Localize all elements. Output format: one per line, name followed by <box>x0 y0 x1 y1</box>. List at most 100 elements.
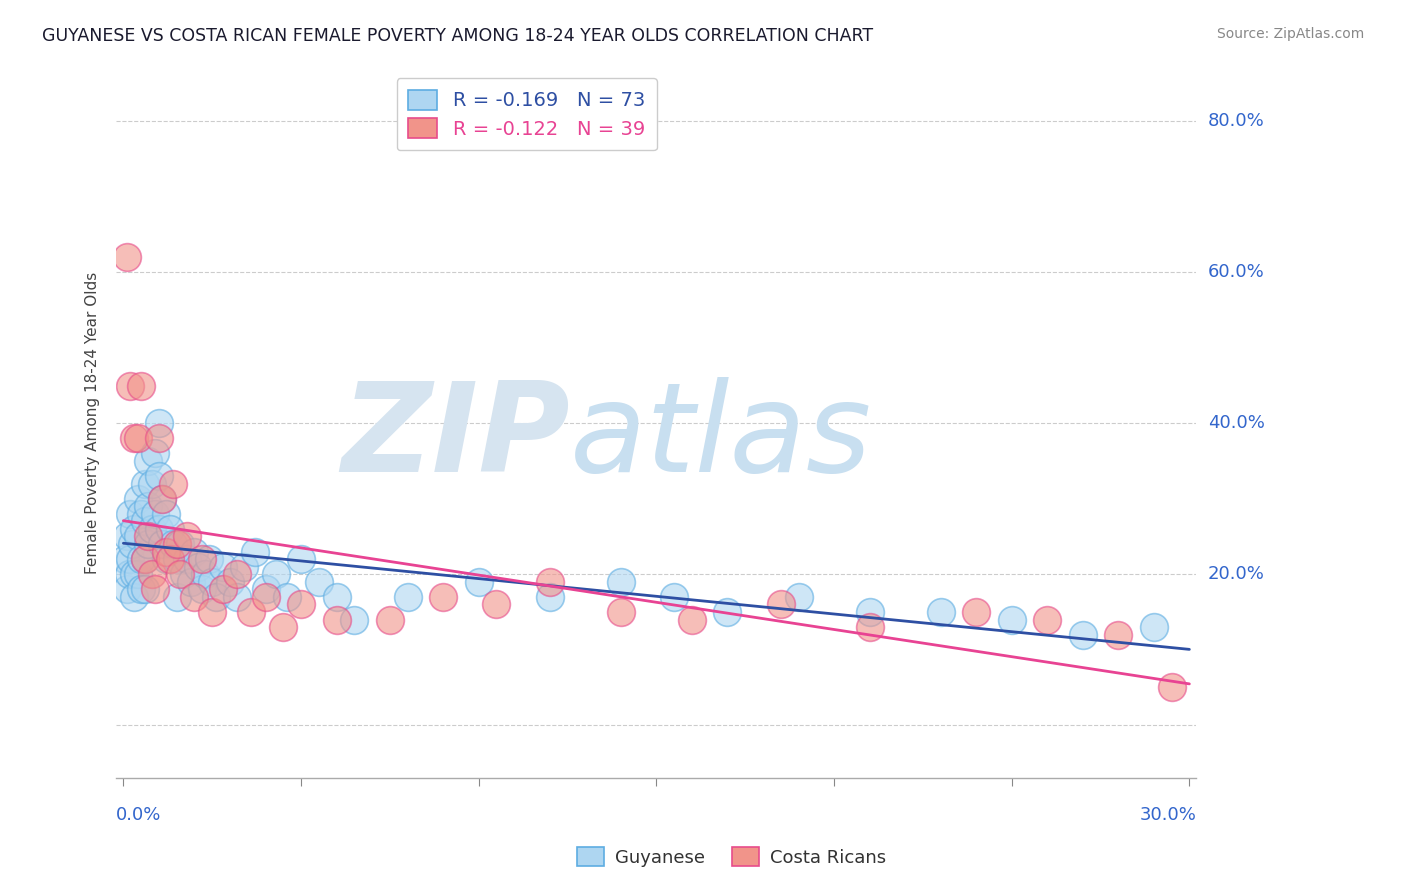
Guyanese <box>166 590 188 604</box>
Guyanese <box>538 590 561 604</box>
Costa Ricans <box>141 567 163 582</box>
Guyanese <box>308 574 330 589</box>
Guyanese <box>219 574 242 589</box>
Costa Ricans <box>183 590 205 604</box>
Guyanese <box>155 507 177 521</box>
Guyanese <box>143 507 166 521</box>
Costa Ricans <box>226 567 249 582</box>
Guyanese <box>122 567 145 582</box>
Guyanese <box>129 582 152 597</box>
Guyanese <box>136 537 159 551</box>
Costa Ricans <box>190 552 212 566</box>
Costa Ricans <box>201 605 224 619</box>
Guyanese <box>190 582 212 597</box>
Costa Ricans <box>378 613 401 627</box>
Guyanese <box>120 552 142 566</box>
Guyanese <box>254 582 277 597</box>
Guyanese <box>122 522 145 536</box>
Guyanese <box>141 522 163 536</box>
Guyanese <box>176 552 198 566</box>
Guyanese <box>143 446 166 460</box>
Guyanese <box>610 574 633 589</box>
Guyanese <box>180 574 202 589</box>
Text: 30.0%: 30.0% <box>1140 806 1197 824</box>
Text: ZIP: ZIP <box>342 377 569 498</box>
Text: 60.0%: 60.0% <box>1208 263 1264 281</box>
Costa Ricans <box>1160 681 1182 695</box>
Guyanese <box>114 552 136 566</box>
Guyanese <box>343 613 366 627</box>
Guyanese <box>127 529 149 543</box>
Costa Ricans <box>155 544 177 558</box>
Guyanese <box>183 544 205 558</box>
Costa Ricans <box>115 250 138 264</box>
Guyanese <box>121 537 143 551</box>
Guyanese <box>1071 627 1094 641</box>
Guyanese <box>136 454 159 468</box>
Costa Ricans <box>271 620 294 634</box>
Guyanese <box>155 552 177 566</box>
Legend: R = -0.169   N = 73, R = -0.122   N = 39: R = -0.169 N = 73, R = -0.122 N = 39 <box>396 78 657 151</box>
Guyanese <box>152 537 174 551</box>
Guyanese <box>233 559 256 574</box>
Costa Ricans <box>134 552 156 566</box>
Guyanese <box>134 515 156 529</box>
Guyanese <box>264 567 287 582</box>
Costa Ricans <box>432 590 454 604</box>
Guyanese <box>129 507 152 521</box>
Guyanese <box>226 590 249 604</box>
Guyanese <box>662 590 685 604</box>
Costa Ricans <box>1036 613 1059 627</box>
Guyanese <box>162 537 184 551</box>
Costa Ricans <box>681 613 703 627</box>
Guyanese <box>148 469 170 483</box>
Guyanese <box>127 567 149 582</box>
Costa Ricans <box>769 598 792 612</box>
Costa Ricans <box>538 574 561 589</box>
Guyanese <box>197 552 219 566</box>
Guyanese <box>159 522 181 536</box>
Costa Ricans <box>152 491 174 506</box>
Guyanese <box>173 567 195 582</box>
Costa Ricans <box>169 567 191 582</box>
Guyanese <box>127 491 149 506</box>
Guyanese <box>290 552 312 566</box>
Guyanese <box>1001 613 1024 627</box>
Guyanese <box>276 590 298 604</box>
Costa Ricans <box>166 537 188 551</box>
Costa Ricans <box>143 582 166 597</box>
Costa Ricans <box>122 431 145 445</box>
Guyanese <box>204 590 226 604</box>
Guyanese <box>325 590 347 604</box>
Guyanese <box>929 605 952 619</box>
Guyanese <box>122 590 145 604</box>
Guyanese <box>129 552 152 566</box>
Text: 40.0%: 40.0% <box>1208 414 1264 433</box>
Costa Ricans <box>212 582 235 597</box>
Guyanese <box>467 574 489 589</box>
Guyanese <box>136 500 159 514</box>
Costa Ricans <box>290 598 312 612</box>
Costa Ricans <box>120 378 142 392</box>
Text: atlas: atlas <box>569 377 872 498</box>
Text: 20.0%: 20.0% <box>1208 566 1264 583</box>
Costa Ricans <box>485 598 508 612</box>
Guyanese <box>148 417 170 431</box>
Guyanese <box>152 491 174 506</box>
Guyanese <box>169 537 191 551</box>
Guyanese <box>194 567 217 582</box>
Text: 80.0%: 80.0% <box>1208 112 1264 130</box>
Guyanese <box>134 552 156 566</box>
Guyanese <box>243 544 266 558</box>
Guyanese <box>115 529 138 543</box>
Guyanese <box>141 476 163 491</box>
Guyanese <box>118 567 141 582</box>
Text: 0.0%: 0.0% <box>117 806 162 824</box>
Guyanese <box>201 574 224 589</box>
Guyanese <box>187 559 209 574</box>
Guyanese <box>716 605 738 619</box>
Guyanese <box>212 559 235 574</box>
Guyanese <box>134 582 156 597</box>
Guyanese <box>787 590 810 604</box>
Costa Ricans <box>136 529 159 543</box>
